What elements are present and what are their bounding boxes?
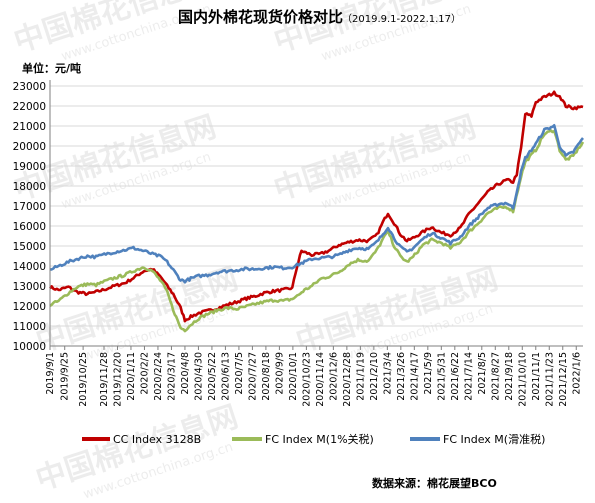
data-source-note: 数据来源：棉花展望BCO xyxy=(372,476,497,490)
x-tick-label-35: 2021/11/1 xyxy=(531,352,542,401)
x-tick-label-33: 2021/9/18 xyxy=(504,352,515,401)
x-tick-label-30: 2021/7/14 xyxy=(463,352,474,401)
x-tick-label-15: 2020/8/18 xyxy=(261,352,272,401)
series-line-fc-index-sliding xyxy=(50,124,584,284)
legend-item-fc-index-sliding: FC Index M(滑准税) xyxy=(410,432,545,446)
x-tick-label-10: 2020/4/30 xyxy=(193,352,204,401)
x-tick-label-9: 2020/4/8 xyxy=(180,352,191,395)
x-tick-label-13: 2020/7/5 xyxy=(234,352,245,395)
legend-label-fc-index-sliding: FC Index M(滑准税) xyxy=(443,432,545,446)
y-tick-label-23000: 23000 xyxy=(13,81,46,93)
legend-label-fc-index-tariff: FC Index M(1%关税) xyxy=(265,432,374,446)
x-tick-label-12: 2020/6/13 xyxy=(220,352,231,401)
legend-label-cc-index: CC Index 3128B xyxy=(113,433,201,446)
y-tick-label-16000: 16000 xyxy=(13,221,46,233)
x-tick-label-19: 2020/11/14 xyxy=(315,352,326,407)
x-tick-label-5: 2020/1/11 xyxy=(126,352,137,401)
x-tick-label-21: 2020/12/28 xyxy=(342,352,353,407)
y-tick-label-13000: 13000 xyxy=(13,281,46,293)
y-tick-label-20000: 20000 xyxy=(13,141,46,153)
y-tick-label-11000: 11000 xyxy=(13,321,46,333)
x-tick-label-22: 2021/1/19 xyxy=(355,352,366,401)
x-tick-label-38: 2022/1/6 xyxy=(571,352,582,395)
x-tick-label-27: 2021/5/9 xyxy=(423,352,434,395)
y-tick-label-10000: 10000 xyxy=(13,341,46,353)
x-tick-label-20: 2020/12/6 xyxy=(328,352,339,401)
x-tick-label-6: 2020/2/2 xyxy=(139,352,150,395)
x-tick-label-37: 2021/12/15 xyxy=(558,352,569,407)
y-tick-label-17000: 17000 xyxy=(13,201,46,213)
series-line-fc-index-tariff xyxy=(49,129,585,333)
x-tick-label-11: 2020/5/22 xyxy=(207,352,218,401)
x-tick-label-1: 2019/9/25 xyxy=(60,352,71,401)
x-tick-label-36: 2021/11/23 xyxy=(544,352,555,407)
series-line-cc-index xyxy=(49,90,584,323)
y-tick-label-15000: 15000 xyxy=(13,241,46,253)
y-tick-label-19000: 19000 xyxy=(13,161,46,173)
axes xyxy=(49,80,583,347)
x-tick-label-17: 2020/10/1 xyxy=(288,352,299,401)
x-tick-label-7: 2020/2/24 xyxy=(153,352,164,401)
chart-title: 国内外棉花现货价格对比 xyxy=(178,8,343,26)
chart-subtitle: （2019.9.1-2022.1.17） xyxy=(342,13,461,25)
x-axis-ticks: 2019/9/1 2019/9/25 2019/10/25 2019/11/28 201… xyxy=(45,346,582,407)
x-tick-label-34: 2021/10/10 xyxy=(517,352,528,407)
y-tick-label-18000: 18000 xyxy=(13,181,46,193)
x-tick-label-32: 2021/8/27 xyxy=(490,352,501,401)
x-tick-label-23: 2021/2/10 xyxy=(369,352,380,401)
x-tick-label-2: 2019/10/25 xyxy=(78,352,89,407)
x-tick-label-3: 2019/11/28 xyxy=(99,352,110,407)
x-tick-label-16: 2020/9/9 xyxy=(274,352,285,395)
x-tick-label-8: 2020/3/17 xyxy=(166,352,177,401)
series-lines xyxy=(49,90,585,333)
y-axis-unit-label: 单位：元/吨 xyxy=(22,61,81,75)
x-tick-label-25: 2021/3/26 xyxy=(396,352,407,401)
y-tick-label-21000: 21000 xyxy=(13,121,46,133)
y-tick-label-22000: 22000 xyxy=(13,101,46,113)
legend: CC Index 3128B FC Index M(1%关税) FC Index… xyxy=(82,432,545,446)
x-tick-label-0: 2019/9/1 xyxy=(45,352,56,395)
legend-item-fc-index-tariff: FC Index M(1%关税) xyxy=(232,432,374,446)
y-tick-label-12000: 12000 xyxy=(13,301,46,313)
x-tick-label-4: 2019/12/20 xyxy=(112,352,123,407)
x-tick-label-28: 2021/5/31 xyxy=(436,352,447,401)
x-tick-label-14: 2020/7/27 xyxy=(247,352,258,401)
x-tick-label-29: 2021/6/22 xyxy=(450,352,461,401)
x-tick-label-26: 2021/4/17 xyxy=(409,352,420,401)
y-tick-label-14000: 14000 xyxy=(13,261,46,273)
x-tick-label-24: 2021/3/4 xyxy=(382,352,393,395)
y-axis-ticks: 10000 11000 12000 13000 14000 15000 16000 17000… xyxy=(13,81,46,353)
legend-item-cc-index: CC Index 3128B xyxy=(82,433,201,446)
x-tick-label-18: 2020/10/23 xyxy=(301,352,312,407)
gridlines xyxy=(50,85,583,347)
x-tick-label-31: 2021/8/5 xyxy=(477,352,488,395)
